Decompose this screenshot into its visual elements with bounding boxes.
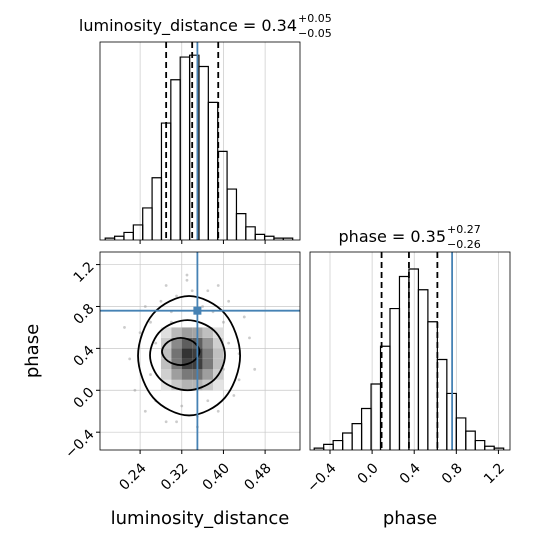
contour — [149, 319, 226, 392]
sample-point — [159, 299, 163, 303]
density-cell — [160, 358, 172, 370]
density-cell — [202, 369, 214, 380]
sample-point — [138, 331, 142, 335]
density-cell — [181, 327, 193, 338]
density-cell — [213, 348, 224, 359]
sample-point — [227, 341, 231, 345]
density-cell — [181, 337, 193, 349]
axes-frame — [99, 41, 301, 241]
sample-point — [185, 278, 189, 282]
x-axis-label: phase — [383, 508, 437, 529]
sample-point — [201, 305, 205, 308]
sample-point — [248, 336, 251, 340]
title-minus: −0.26 — [447, 238, 481, 251]
axes-frame — [99, 251, 301, 451]
density-cell — [213, 358, 224, 370]
histogram-bin — [474, 439, 486, 450]
sample-point — [232, 394, 236, 397]
sample-point — [154, 341, 158, 345]
density-cell — [160, 327, 172, 338]
sample-point — [222, 320, 225, 324]
axes-frame — [309, 251, 511, 451]
histogram-bin — [493, 447, 505, 450]
title-plus: +0.05 — [298, 12, 332, 25]
sample-point — [175, 420, 178, 424]
density-cell — [213, 337, 224, 349]
density-cell — [202, 348, 214, 359]
density-cell — [213, 379, 224, 391]
density-cell — [171, 348, 182, 359]
density-cell — [202, 337, 214, 349]
density-cell — [160, 348, 172, 359]
density-cell — [160, 369, 172, 380]
sample-point — [175, 294, 178, 298]
sample-point — [143, 409, 147, 413]
sample-point — [253, 367, 257, 371]
density-cell — [181, 348, 193, 359]
density-cell — [202, 358, 214, 370]
histogram-bin — [282, 237, 294, 240]
contour — [137, 295, 242, 417]
panel-title: luminosity_distance = 0.34 — [79, 16, 297, 36]
sample-point — [237, 378, 241, 382]
density-cell — [160, 379, 172, 391]
sample-point — [216, 284, 220, 287]
sample-point — [206, 399, 210, 403]
sample-point — [143, 305, 147, 308]
sample-point — [149, 373, 152, 376]
sample-point — [149, 320, 152, 324]
x-axis-label: luminosity_distance — [111, 508, 290, 529]
sample-point — [185, 273, 189, 277]
title-minus: −0.05 — [298, 27, 332, 40]
sample-point — [123, 326, 126, 329]
contour — [161, 337, 201, 367]
density-cell — [181, 379, 193, 391]
y-axis-label: phase — [22, 324, 43, 378]
panel-title: phase = 0.35 — [339, 227, 446, 246]
density-cell — [213, 327, 224, 338]
sample-point — [190, 289, 194, 293]
sample-point — [242, 315, 246, 319]
sample-point — [128, 357, 132, 361]
sample-point — [133, 388, 137, 392]
sample-point — [164, 420, 168, 424]
density-cell — [171, 337, 182, 349]
density-cell — [202, 327, 214, 338]
density-cell — [171, 369, 182, 380]
histogram-bin — [245, 226, 256, 240]
density-cell — [171, 379, 182, 391]
sample-point — [216, 409, 220, 413]
sample-point — [227, 299, 231, 303]
sample-point — [180, 404, 184, 408]
truth-marker — [193, 306, 202, 315]
sample-point — [164, 284, 168, 287]
title-plus: +0.27 — [447, 223, 481, 236]
sample-point — [206, 289, 210, 293]
density-cell — [181, 369, 193, 380]
density-cell — [171, 327, 182, 338]
